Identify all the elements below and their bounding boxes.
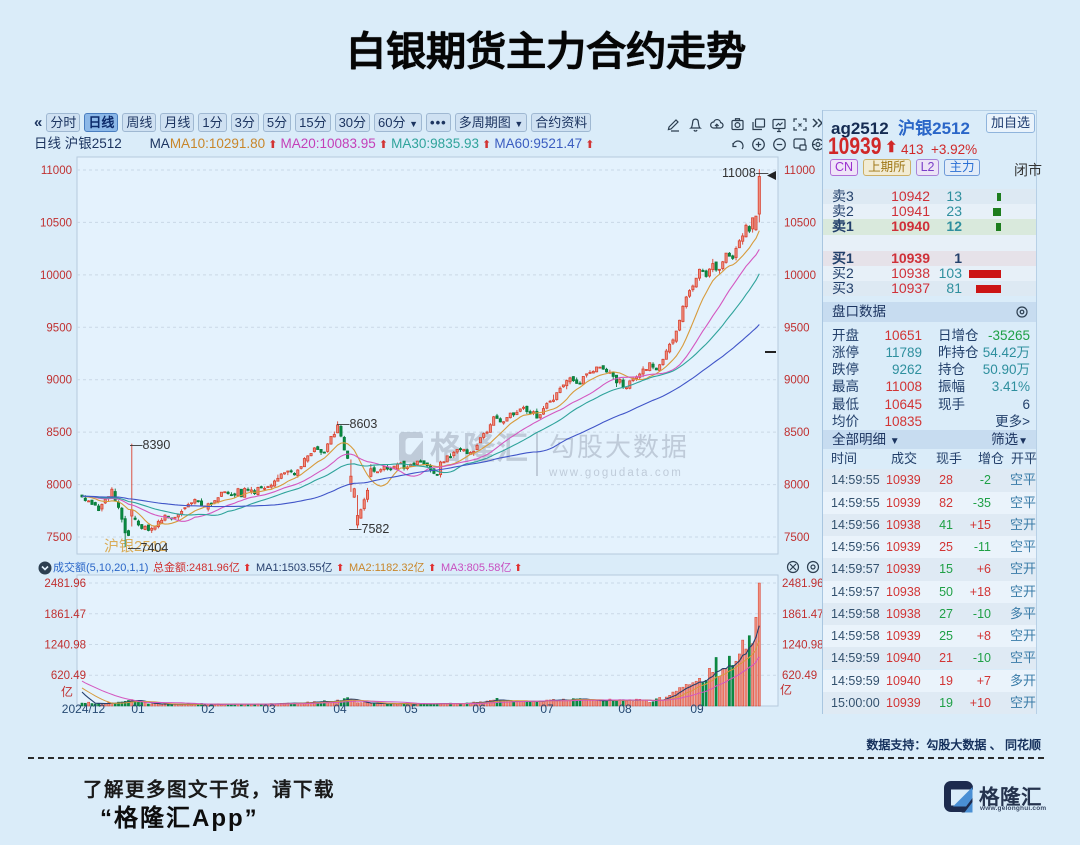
svg-text:⬆: ⬆ xyxy=(428,563,436,574)
svg-text:7500: 7500 xyxy=(784,532,810,544)
svg-text:9000: 9000 xyxy=(46,375,72,387)
svg-text:MA2:1182.32亿: MA2:1182.32亿 xyxy=(349,561,425,574)
svg-text:11000: 11000 xyxy=(41,165,72,177)
svg-text:8500: 8500 xyxy=(46,427,72,439)
svg-text:10500: 10500 xyxy=(784,217,816,229)
svg-text:9500: 9500 xyxy=(46,322,72,334)
svg-text:1861.47: 1861.47 xyxy=(44,609,86,621)
svg-text:www.gogudata.com: www.gogudata.com xyxy=(548,467,683,479)
svg-text:亿: 亿 xyxy=(780,682,792,697)
svg-text:8000: 8000 xyxy=(46,480,72,492)
svg-text:04: 04 xyxy=(333,702,347,716)
svg-text:05: 05 xyxy=(404,702,418,716)
svg-text:勾股大数据: 勾股大数据 xyxy=(549,432,689,462)
svg-text:⬆: ⬆ xyxy=(514,563,522,574)
svg-text:2481.96: 2481.96 xyxy=(44,578,86,590)
svg-text:620.49: 620.49 xyxy=(51,670,86,682)
svg-text:1240.98: 1240.98 xyxy=(782,640,822,652)
svg-text:8500: 8500 xyxy=(784,427,810,439)
svg-text:8000: 8000 xyxy=(784,480,810,492)
svg-text:MA3:805.58亿: MA3:805.58亿 xyxy=(441,561,511,574)
svg-text:⬆: ⬆ xyxy=(243,563,251,574)
svg-text:MA1:1503.55亿: MA1:1503.55亿 xyxy=(256,561,332,574)
svg-text:1240.98: 1240.98 xyxy=(44,640,86,652)
svg-text:06: 06 xyxy=(472,702,486,716)
svg-text:7500: 7500 xyxy=(46,532,72,544)
svg-text:620.49: 620.49 xyxy=(782,670,817,682)
svg-text:—7582: —7582 xyxy=(349,522,389,536)
svg-text:9000: 9000 xyxy=(784,375,810,387)
svg-text:—8603: —8603 xyxy=(337,417,377,431)
svg-text:2481.96: 2481.96 xyxy=(782,578,822,590)
svg-text:—8390: —8390 xyxy=(130,438,170,452)
svg-text:03: 03 xyxy=(262,702,276,716)
svg-text:1861.47: 1861.47 xyxy=(782,609,822,621)
svg-text:—7404: —7404 xyxy=(128,541,168,555)
svg-text:11008—: 11008— xyxy=(722,166,769,180)
svg-text:沪银2512: 沪银2512 xyxy=(104,538,167,555)
svg-text:成交额(5,10,20,1,1): 成交额(5,10,20,1,1) xyxy=(53,560,148,574)
svg-text:总金额:2481.96亿: 总金额:2481.96亿 xyxy=(153,560,240,574)
svg-text:10000: 10000 xyxy=(784,270,816,282)
svg-text:9500: 9500 xyxy=(784,322,810,334)
svg-text:亿: 亿 xyxy=(61,684,73,699)
svg-text:10000: 10000 xyxy=(40,270,72,282)
svg-text:08: 08 xyxy=(618,702,632,716)
svg-text:⬆: ⬆ xyxy=(336,563,344,574)
svg-text:02: 02 xyxy=(201,702,215,716)
svg-text:01: 01 xyxy=(131,702,145,716)
svg-text:10500: 10500 xyxy=(40,217,72,229)
svg-text:09: 09 xyxy=(690,702,704,716)
svg-text:2024/12: 2024/12 xyxy=(62,702,106,716)
svg-text:07: 07 xyxy=(540,702,554,716)
svg-text:11000: 11000 xyxy=(784,165,815,177)
